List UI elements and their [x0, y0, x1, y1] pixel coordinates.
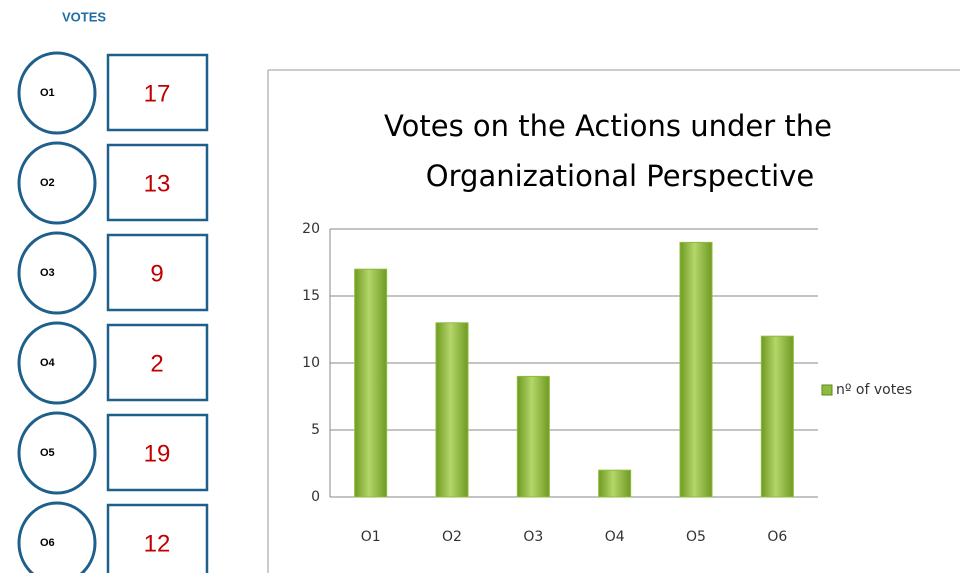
y-tick-label: 10 — [302, 355, 320, 371]
x-tick-label: O2 — [442, 529, 462, 545]
vote-box — [106, 413, 209, 492]
x-tick-label: O1 — [361, 529, 381, 545]
option-circle — [17, 321, 97, 405]
vote-count: 9 — [150, 260, 163, 287]
option-circle — [17, 141, 97, 225]
legend-swatch — [821, 384, 833, 396]
option-circle — [17, 411, 97, 495]
option-label: O6 — [40, 537, 55, 549]
vote-box — [106, 323, 209, 402]
bar — [435, 322, 469, 498]
option-circle — [17, 501, 97, 573]
vote-count: 13 — [144, 170, 171, 197]
option-label: O3 — [40, 267, 55, 279]
chart-subtitle: Organizational Perspective — [426, 159, 814, 193]
x-tick-label: O6 — [767, 529, 787, 545]
y-tick-label: 15 — [302, 288, 320, 304]
vote-count: 2 — [150, 350, 163, 377]
panel-title: VOTES — [62, 9, 106, 24]
option-label: O4 — [40, 357, 56, 369]
bar — [760, 335, 794, 498]
bar — [354, 268, 388, 498]
bar — [679, 241, 713, 498]
x-tick-label: O4 — [605, 529, 625, 545]
y-tick-label: 0 — [311, 489, 320, 505]
vote-count: 12 — [144, 530, 171, 557]
chart-title: Votes on the Actions under the — [384, 109, 832, 143]
y-tick-label: 5 — [311, 422, 320, 438]
vote-count: 19 — [144, 440, 171, 467]
option-label: O2 — [40, 177, 55, 189]
y-tick-label: 20 — [302, 221, 320, 237]
vote-count: 17 — [144, 80, 171, 107]
vote-box — [106, 233, 209, 312]
x-tick-label: O5 — [686, 529, 706, 545]
option-label: O5 — [40, 447, 55, 459]
vote-box — [106, 503, 209, 573]
option-circle — [17, 231, 97, 315]
vote-box — [106, 53, 209, 132]
bar — [516, 375, 550, 498]
option-circle — [17, 51, 97, 135]
x-tick-label: O3 — [523, 529, 543, 545]
bar — [598, 469, 632, 498]
legend-label: nº of votes — [836, 382, 912, 398]
option-label: O1 — [40, 87, 55, 99]
vote-box — [106, 143, 209, 222]
